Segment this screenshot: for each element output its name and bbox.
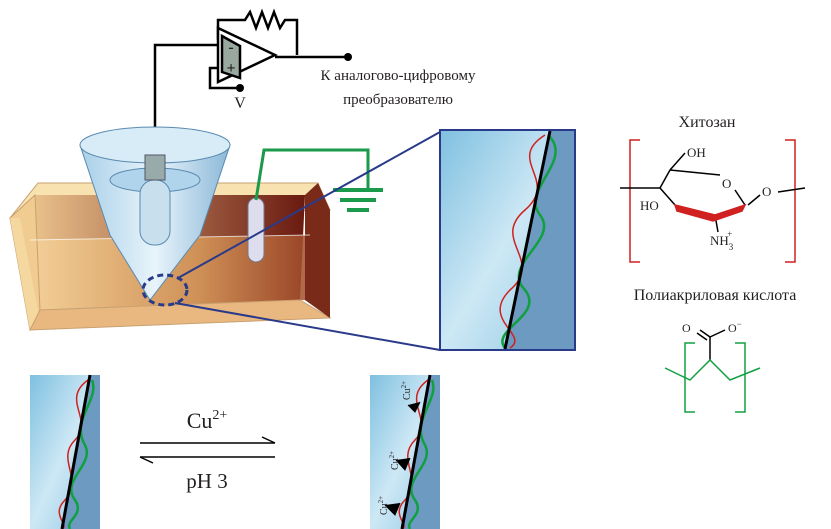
zoom-panel (440, 130, 575, 350)
diagram: - + V К аналогово-цифровому преобразоват… (0, 0, 831, 529)
plus-sign: + (226, 60, 235, 77)
atom: NH3+ (710, 229, 734, 252)
atom: O (762, 184, 771, 199)
panel-initial (30, 375, 100, 529)
atom: O (722, 176, 731, 191)
chitosan-title: Хитозан (679, 114, 736, 131)
minus-sign: - (228, 39, 233, 56)
forward-label: Cu2+ (187, 408, 228, 433)
polyacrylic-title: Полиакриловая кислота (634, 287, 797, 304)
polyacrylic-structure (665, 330, 760, 412)
equilibrium-arrows (140, 437, 275, 463)
output-dot (344, 53, 352, 61)
atom: O (682, 321, 691, 335)
voltage-label: V (234, 95, 246, 112)
atom: OH (687, 145, 706, 160)
atom: O− (728, 319, 742, 335)
backward-label: pH 3 (186, 469, 227, 493)
adc-label: К аналогово-цифровому (321, 68, 476, 84)
voltage-dot (236, 84, 244, 92)
atom: HO (640, 198, 659, 213)
adc-label: преобразователю (343, 92, 453, 108)
